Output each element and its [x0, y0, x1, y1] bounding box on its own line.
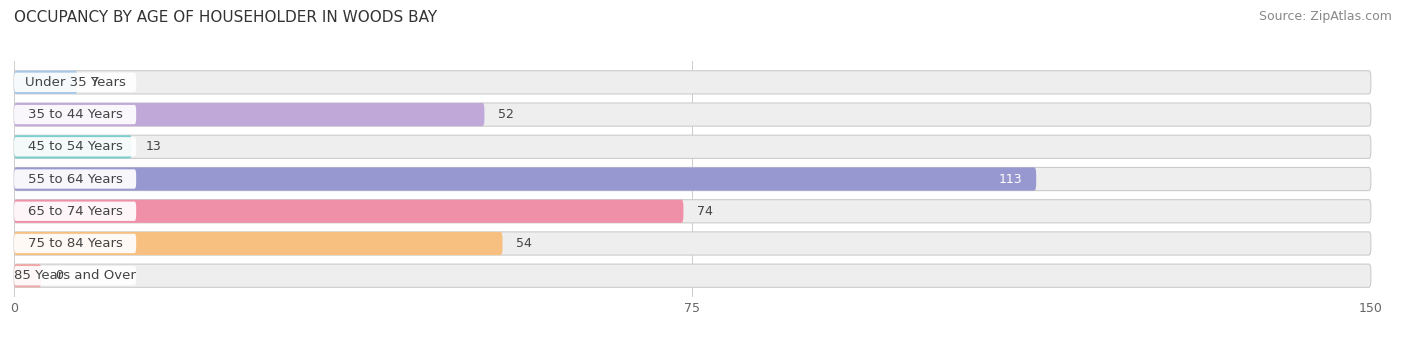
FancyBboxPatch shape [14, 71, 1371, 94]
Text: 113: 113 [1000, 173, 1022, 186]
Text: 0: 0 [55, 269, 63, 282]
Text: 55 to 64 Years: 55 to 64 Years [28, 173, 122, 186]
Text: 54: 54 [516, 237, 531, 250]
FancyBboxPatch shape [14, 199, 1371, 223]
Text: Source: ZipAtlas.com: Source: ZipAtlas.com [1258, 10, 1392, 23]
Text: 74: 74 [697, 205, 713, 218]
Text: 7: 7 [91, 76, 98, 89]
FancyBboxPatch shape [14, 103, 1371, 126]
FancyBboxPatch shape [14, 234, 136, 253]
FancyBboxPatch shape [14, 266, 136, 285]
Text: 85 Years and Over: 85 Years and Over [14, 269, 136, 282]
FancyBboxPatch shape [14, 202, 136, 221]
FancyBboxPatch shape [14, 73, 136, 92]
FancyBboxPatch shape [14, 137, 136, 157]
FancyBboxPatch shape [14, 135, 1371, 159]
FancyBboxPatch shape [14, 169, 136, 189]
Text: OCCUPANCY BY AGE OF HOUSEHOLDER IN WOODS BAY: OCCUPANCY BY AGE OF HOUSEHOLDER IN WOODS… [14, 10, 437, 25]
FancyBboxPatch shape [14, 199, 683, 223]
Text: 52: 52 [498, 108, 513, 121]
FancyBboxPatch shape [14, 264, 41, 287]
Text: 35 to 44 Years: 35 to 44 Years [28, 108, 122, 121]
FancyBboxPatch shape [14, 135, 132, 159]
Text: 13: 13 [145, 140, 160, 153]
Text: 45 to 54 Years: 45 to 54 Years [28, 140, 122, 153]
FancyBboxPatch shape [14, 232, 1371, 255]
Text: 65 to 74 Years: 65 to 74 Years [28, 205, 122, 218]
FancyBboxPatch shape [14, 167, 1371, 191]
FancyBboxPatch shape [14, 264, 1371, 287]
FancyBboxPatch shape [14, 103, 485, 126]
FancyBboxPatch shape [14, 105, 136, 124]
Text: 75 to 84 Years: 75 to 84 Years [28, 237, 122, 250]
FancyBboxPatch shape [14, 167, 1036, 191]
FancyBboxPatch shape [14, 232, 502, 255]
Text: Under 35 Years: Under 35 Years [25, 76, 125, 89]
FancyBboxPatch shape [14, 71, 77, 94]
